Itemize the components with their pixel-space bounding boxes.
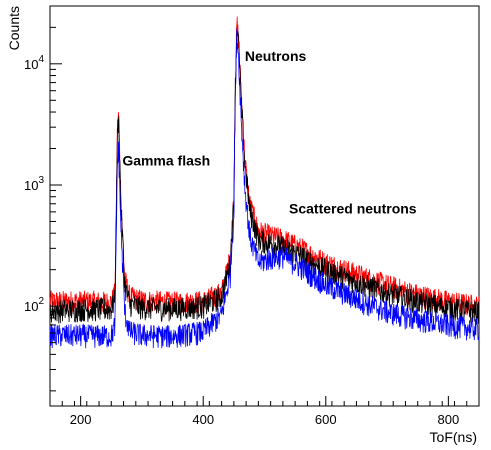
y-tick-label: 103 [24,175,44,193]
y-tick-label: 102 [24,296,44,314]
series-layer [49,16,480,349]
tick-layer: 200 400 600 800 102 103 104 [24,5,480,427]
annotation-label-0: Gamma flash [122,152,210,168]
series-line-1 [49,30,480,325]
annotation-layer: Gamma flash Neutrons Scattered neutrons [122,48,416,216]
annotation-label-2: Scattered neutrons [289,201,417,217]
y-axis-title: Counts [6,6,22,50]
plot-frame [49,5,480,407]
series-line-2 [49,28,480,349]
x-tick-label: 800 [438,412,460,427]
x-axis-title: ToF(ns) [430,429,477,445]
annotation-label-1: Neutrons [245,48,307,64]
x-tick-label: 600 [315,412,337,427]
x-tick-label: 200 [70,412,92,427]
x-tick-label: 400 [192,412,214,427]
y-tick-label: 104 [24,54,44,72]
